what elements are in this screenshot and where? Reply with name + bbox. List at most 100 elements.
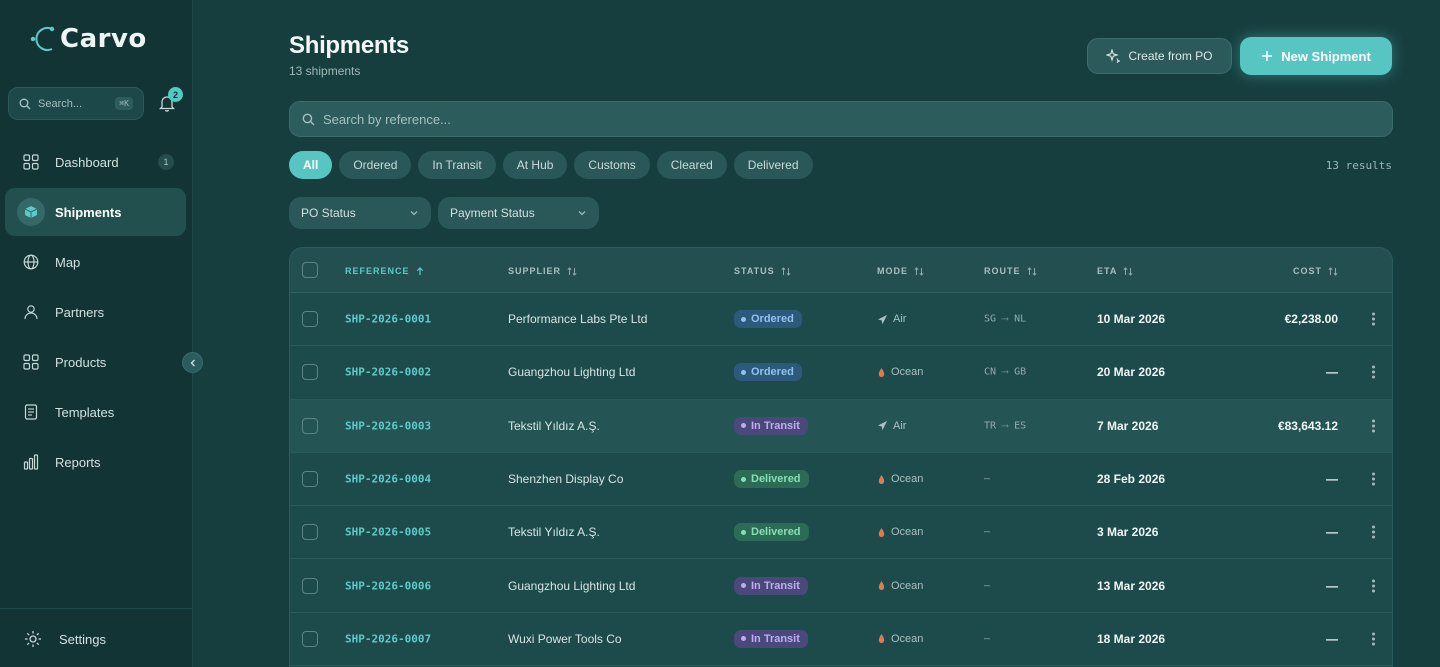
ship-icon <box>878 367 885 377</box>
row-menu-icon[interactable] <box>1371 312 1375 326</box>
reference-link[interactable]: SHP-2026-0004 <box>345 472 432 486</box>
notification-badge: 2 <box>168 87 183 102</box>
sidebar-item-templates[interactable]: Templates <box>5 388 186 436</box>
column-header-cost[interactable]: COST <box>1293 266 1338 276</box>
table-row[interactable]: SHP-2026-0004 Shenzhen Display Co Delivere… <box>290 453 1392 507</box>
status-label: Delivered <box>751 526 801 539</box>
select-all-checkbox[interactable] <box>302 262 318 278</box>
reference-link[interactable]: SHP-2026-0005 <box>345 525 432 539</box>
row-checkbox[interactable] <box>302 364 318 381</box>
row-checkbox[interactable] <box>302 524 318 541</box>
eta-cell: 18 Mar 2026 <box>1097 631 1166 646</box>
payment-status-dropdown[interactable]: Payment Status <box>438 197 599 229</box>
row-checkbox[interactable] <box>302 630 318 647</box>
mode-label: Ocean <box>891 366 924 379</box>
route-cell: TR ⟶ ES <box>984 420 1026 431</box>
cost-cell: — <box>1326 631 1338 646</box>
reference-link[interactable]: SHP-2026-0002 <box>345 365 432 379</box>
page-title: Shipments <box>289 32 409 59</box>
sidebar-search-placeholder: Search... <box>38 97 83 110</box>
table-row[interactable]: SHP-2026-0006 Guangzhou Lighting Ltd In Tr… <box>290 559 1392 613</box>
po-status-label: PO Status <box>301 206 356 220</box>
cost-cell: — <box>1326 578 1338 593</box>
row-checkbox[interactable] <box>302 471 318 488</box>
bar-chart-icon <box>22 453 40 471</box>
globe-icon <box>22 253 40 271</box>
chevron-down-icon <box>410 211 418 216</box>
row-checkbox[interactable] <box>302 577 318 594</box>
mode-cell: Ocean <box>877 580 923 592</box>
table-row[interactable]: SHP-2026-0002 Guangzhou Lighting Ltd Order… <box>290 346 1392 400</box>
sidebar-item-partners[interactable]: Partners <box>5 288 186 336</box>
column-header-supplier[interactable]: SUPPLIER <box>508 266 577 276</box>
filter-chip-at-hub[interactable]: At Hub <box>502 151 568 179</box>
row-menu-icon[interactable] <box>1371 365 1375 379</box>
sidebar-search[interactable]: Search... ⌘K <box>8 87 144 120</box>
column-header-eta[interactable]: ETA <box>1097 266 1133 276</box>
mode-cell: Ocean <box>877 473 923 485</box>
route-cell: — <box>984 474 990 485</box>
logo[interactable]: Carvo <box>30 22 147 56</box>
filter-chip-cleared[interactable]: Cleared <box>656 151 727 179</box>
reference-link[interactable]: SHP-2026-0007 <box>345 632 432 646</box>
column-header-mode[interactable]: MODE <box>877 266 924 276</box>
filter-chip-delivered[interactable]: Delivered <box>733 151 813 179</box>
route-from: — <box>984 633 991 645</box>
row-menu-icon[interactable] <box>1371 525 1375 539</box>
row-menu-icon[interactable] <box>1371 472 1375 486</box>
page-subtitle: 13 shipments <box>289 64 361 78</box>
table-row[interactable]: SHP-2026-0001 Performance Labs Pte Ltd Ord… <box>290 293 1392 347</box>
status-badge: Delivered <box>734 523 809 542</box>
sidebar-item-shipments[interactable]: Shipments <box>5 188 186 236</box>
plane-icon <box>877 421 888 431</box>
reference-link[interactable]: SHP-2026-0001 <box>345 312 432 326</box>
reference-link[interactable]: SHP-2026-0003 <box>345 419 432 433</box>
sidebar-item-label: Shipments <box>55 204 122 220</box>
gear-icon <box>25 631 41 647</box>
mode-cell: Ocean <box>877 366 923 378</box>
row-menu-icon[interactable] <box>1371 579 1375 593</box>
create-from-po-button[interactable]: Create from PO <box>1087 38 1232 74</box>
sidebar-divider <box>0 608 193 609</box>
supplier-cell: Wuxi Power Tools Co <box>508 631 622 646</box>
column-header-reference[interactable]: REFERENCE <box>345 266 424 276</box>
filter-chip-in-transit[interactable]: In Transit <box>418 151 496 179</box>
sidebar-item-reports[interactable]: Reports <box>5 438 186 486</box>
logo-text: Carvo <box>60 24 147 54</box>
eta-cell: 10 Mar 2026 <box>1097 312 1166 327</box>
column-header-status[interactable]: STATUS <box>734 266 791 276</box>
supplier-cell: Guangzhou Lighting Ltd <box>508 365 636 380</box>
sidebar-item-map[interactable]: Map <box>5 238 186 286</box>
status-badge: In Transit <box>734 629 808 648</box>
table-row[interactable]: SHP-2026-0007 Wuxi Power Tools Co In Trans… <box>290 613 1392 667</box>
user-icon <box>22 303 40 321</box>
new-shipment-button[interactable]: New Shipment <box>1240 37 1392 75</box>
row-menu-icon[interactable] <box>1371 632 1375 646</box>
sidebar-item-settings[interactable]: Settings <box>24 630 106 648</box>
sidebar-item-products[interactable]: Products <box>5 338 186 386</box>
reference-search-placeholder: Search by reference... <box>323 111 451 127</box>
filter-chip-customs[interactable]: Customs <box>574 151 650 179</box>
row-checkbox[interactable] <box>302 417 318 434</box>
mode-label: Ocean <box>891 632 924 645</box>
sort-icon <box>1026 266 1037 276</box>
table-row[interactable]: SHP-2026-0005 Tekstil Yıldız A.Ş. Delivere… <box>290 506 1392 560</box>
route-from: SG <box>984 313 997 325</box>
filter-chip-ordered[interactable]: Ordered <box>339 151 412 179</box>
sidebar-item-dashboard[interactable]: Dashboard 1 <box>5 138 186 186</box>
filter-chip-all[interactable]: All <box>289 151 333 179</box>
table-body: SHP-2026-0001 Performance Labs Pte Ltd Ord… <box>290 293 1392 667</box>
sidebar-item-label: Products <box>55 354 107 370</box>
status-badge: Delivered <box>734 470 809 489</box>
status-label: In Transit <box>751 579 800 592</box>
table-row[interactable]: SHP-2026-0003 Tekstil Yıldız A.Ş. In Trans… <box>290 399 1392 453</box>
po-status-dropdown[interactable]: PO Status <box>289 197 431 229</box>
row-menu-icon[interactable] <box>1371 419 1375 433</box>
collapse-sidebar-button[interactable] <box>182 352 203 373</box>
row-checkbox[interactable] <box>302 311 318 328</box>
reference-link[interactable]: SHP-2026-0006 <box>345 579 432 593</box>
status-badge: Ordered <box>734 363 802 382</box>
reference-search-input[interactable]: Search by reference... <box>289 101 1393 137</box>
column-header-route[interactable]: ROUTE <box>984 266 1037 276</box>
search-icon <box>302 113 315 125</box>
